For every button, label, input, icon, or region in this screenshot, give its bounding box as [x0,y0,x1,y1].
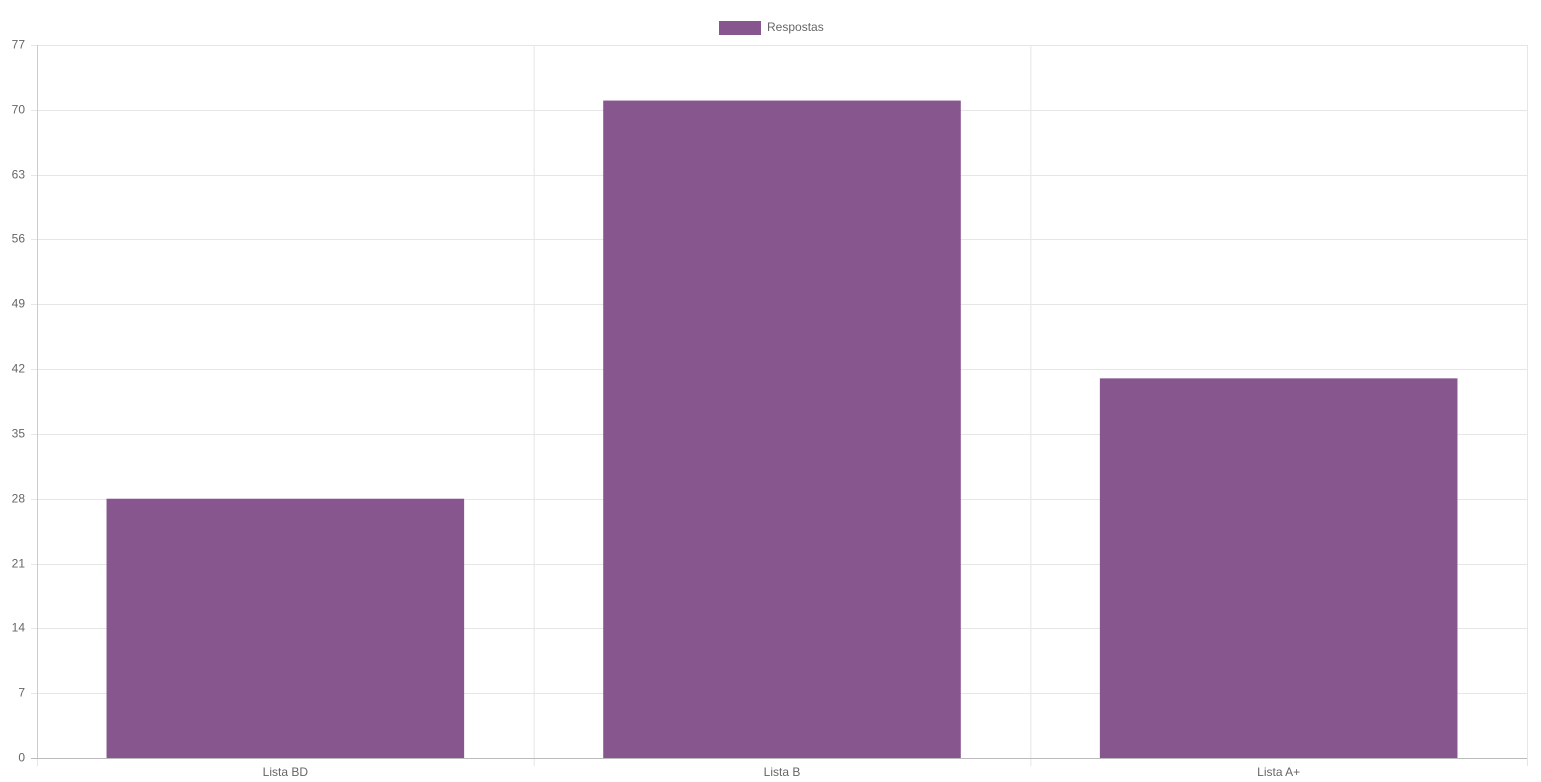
y-tick-label: 56 [12,232,26,246]
y-tick-label: 28 [12,492,26,506]
y-tick-label: 21 [12,557,26,571]
x-tick-label: Lista A+ [1257,765,1300,779]
y-tick-label: 49 [12,297,26,311]
y-tick-label: 63 [12,168,26,182]
bar [106,498,465,758]
y-tick-label: 7 [18,686,25,700]
y-tick-label: 77 [12,38,26,52]
legend-label: Respostas [767,20,824,34]
x-tick-label: Lista BD [263,765,309,779]
y-tick-label: 0 [18,751,25,765]
y-tick-label: 42 [12,362,26,376]
y-tick-label: 14 [12,621,26,635]
bar [1099,378,1458,758]
legend-swatch [719,21,761,35]
x-tick-label: Lista B [764,765,801,779]
bar [603,100,961,758]
y-tick-label: 70 [12,103,26,117]
y-tick-label: 35 [12,427,26,441]
